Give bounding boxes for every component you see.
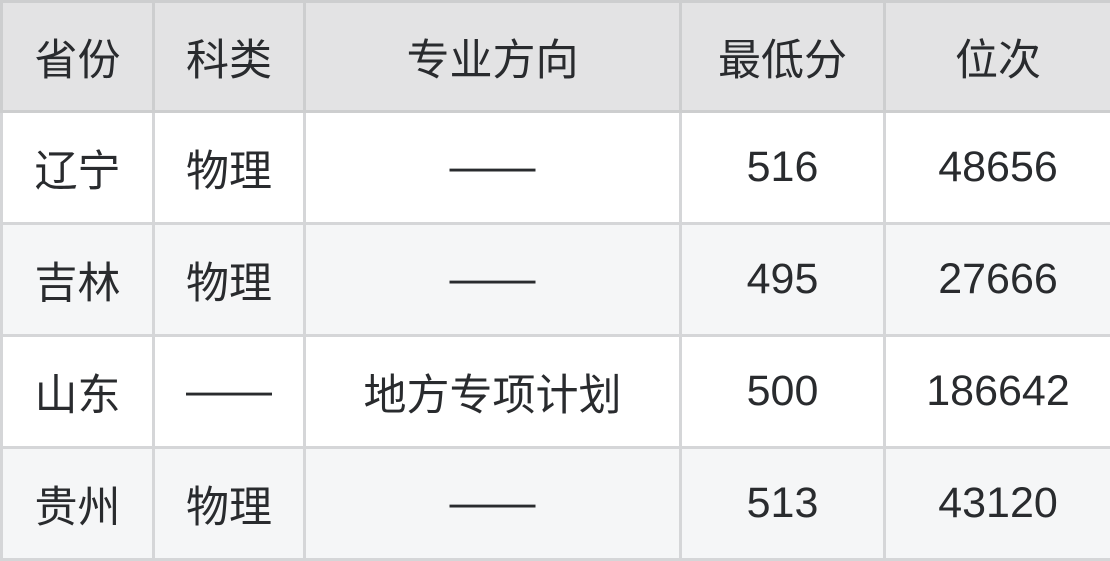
header-cell-province: 省份	[2, 2, 154, 112]
cell-category: ——	[154, 336, 305, 448]
cell-province: 辽宁	[2, 112, 154, 224]
header-row: 省份 科类 专业方向 最低分 位次	[2, 2, 1110, 112]
cell-rank: 48656	[885, 112, 1110, 224]
cell-min-score: 513	[681, 448, 885, 560]
cell-province: 贵州	[2, 448, 154, 560]
header-cell-category: 科类	[154, 2, 305, 112]
table-row-guizhou: 贵州 物理 —— 513 43120	[2, 448, 1110, 560]
cell-rank: 27666	[885, 224, 1110, 336]
cell-major: ——	[305, 112, 681, 224]
table-row-liaoning: 辽宁 物理 —— 516 48656	[2, 112, 1110, 224]
cell-min-score: 516	[681, 112, 885, 224]
cell-major: 地方专项计划	[305, 336, 681, 448]
cell-major: ——	[305, 224, 681, 336]
table-row-jilin: 吉林 物理 —— 495 27666	[2, 224, 1110, 336]
cell-major: ——	[305, 448, 681, 560]
table-row-shandong: 山东 —— 地方专项计划 500 186642	[2, 336, 1110, 448]
header-cell-min-score: 最低分	[681, 2, 885, 112]
cell-category: 物理	[154, 224, 305, 336]
table-header: 省份 科类 专业方向 最低分 位次	[2, 2, 1110, 112]
cell-category: 物理	[154, 112, 305, 224]
cell-min-score: 500	[681, 336, 885, 448]
cell-rank: 186642	[885, 336, 1110, 448]
cell-province: 吉林	[2, 224, 154, 336]
header-cell-major: 专业方向	[305, 2, 681, 112]
table-body: 辽宁 物理 —— 516 48656 吉林 物理 —— 495 27666 山东…	[2, 112, 1110, 560]
header-cell-rank: 位次	[885, 2, 1110, 112]
cell-min-score: 495	[681, 224, 885, 336]
cell-rank: 43120	[885, 448, 1110, 560]
cell-category: 物理	[154, 448, 305, 560]
cell-province: 山东	[2, 336, 154, 448]
